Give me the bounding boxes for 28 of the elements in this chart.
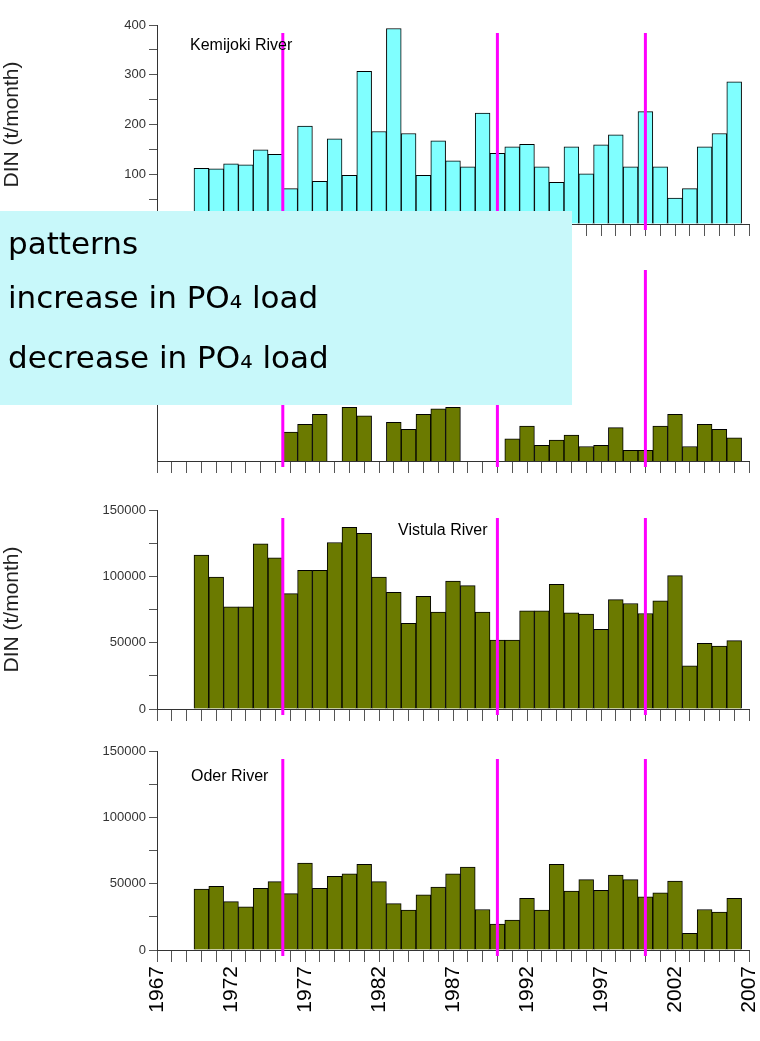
y-tick-label: 100 [124, 165, 146, 181]
x-tick-label: 1972 [217, 966, 241, 1013]
x-tick-label: 1967 [143, 966, 167, 1013]
x-tick-label: 1997 [587, 966, 611, 1013]
y-tick-label: 0 [138, 700, 146, 716]
y-tick-label: 300 [124, 66, 146, 82]
y-tick-label: 50000 [109, 875, 146, 891]
x-tick-label: 1977 [291, 966, 315, 1013]
y-tick-label: 200 [124, 116, 146, 132]
text: patterns [8, 225, 139, 261]
text: increase in PO₄ load [8, 279, 319, 315]
y-axis-title: DIN (t/month) [0, 546, 23, 673]
y-tick-label: 400 [124, 16, 146, 32]
y-axis-title: DIN (t/month) [0, 61, 23, 188]
x-tick-label: 1987 [439, 966, 463, 1013]
x-tick-label: 2002 [661, 966, 685, 1013]
x-tick-label: 1982 [365, 966, 389, 1013]
text: Vistula River [398, 521, 489, 538]
y-tick-label: 50000 [109, 634, 146, 650]
y-tick-label: 150000 [102, 501, 146, 517]
y-tick-label: 100000 [102, 567, 146, 583]
y-tick-label: 0 [138, 941, 146, 957]
x-tick-label: 2007 [735, 966, 759, 1013]
x-tick-label: 1992 [513, 966, 537, 1013]
text: decrease in PO₄ load [8, 339, 329, 375]
text: Oder River [191, 767, 270, 784]
y-tick-label: 100000 [102, 808, 146, 824]
y-tick-label: 150000 [102, 742, 146, 758]
